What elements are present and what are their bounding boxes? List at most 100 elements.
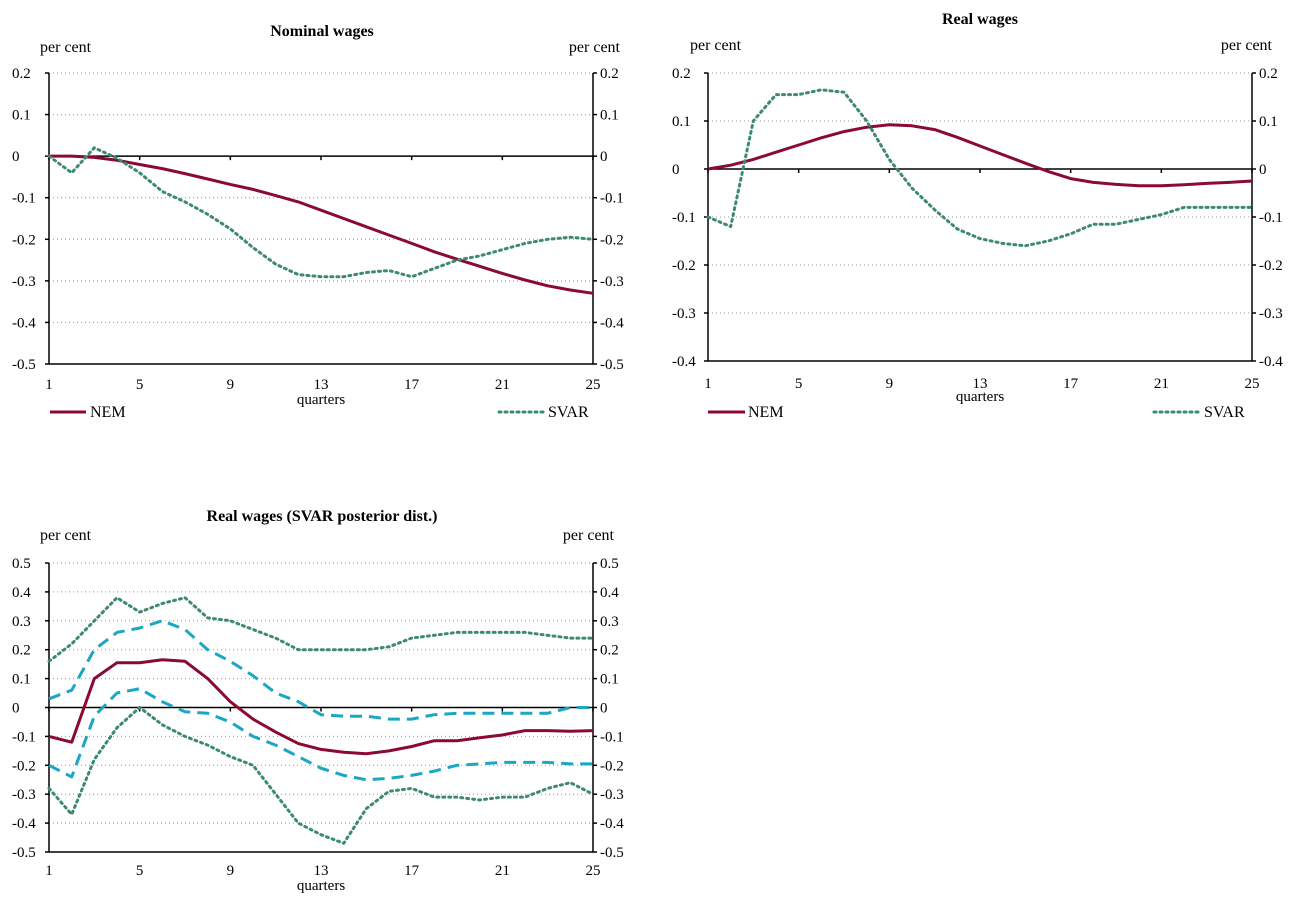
left-y-tick-label: -0.1 bbox=[12, 729, 36, 745]
right-y-tick-label: -0.2 bbox=[1259, 258, 1283, 274]
left-y-tick-label: -0.4 bbox=[672, 354, 696, 370]
x-tick-label: 9 bbox=[227, 377, 235, 393]
right-y-tick-label: -0.4 bbox=[1259, 354, 1283, 370]
chart-panel-1: Nominal wages per cent per cent 0.2 0.2 0.1 0.… bbox=[12, 23, 624, 421]
right-unit-label: per cent bbox=[569, 39, 621, 56]
x-tick-label: 5 bbox=[136, 863, 144, 879]
x-axis-label: quarters bbox=[297, 392, 345, 408]
x-axis-label: quarters bbox=[956, 389, 1004, 405]
legend-label-svar: SVAR bbox=[1204, 404, 1245, 421]
x-tick-label: 1 bbox=[45, 377, 53, 393]
left-y-tick-label: 0.2 bbox=[672, 66, 691, 82]
svar-series-line bbox=[706, 88, 1254, 248]
left-y-tick-label: 0.2 bbox=[12, 66, 31, 82]
left-y-tick-label: 0.1 bbox=[672, 114, 691, 130]
x-tick-label: 5 bbox=[136, 377, 144, 393]
x-tick-label: 21 bbox=[495, 863, 510, 879]
right-y-tick-label: 0.2 bbox=[1259, 66, 1278, 82]
right-y-tick-label: -0.4 bbox=[600, 315, 624, 331]
nem-series-line bbox=[707, 123, 1253, 188]
left-y-tick-label: -0.3 bbox=[672, 306, 696, 322]
right-y-tick-label: -0.5 bbox=[600, 845, 624, 861]
left-y-tick-label: -0.3 bbox=[12, 787, 36, 803]
left-unit-label: per cent bbox=[40, 39, 92, 56]
left-y-tick-label: -0.5 bbox=[12, 357, 36, 373]
x-tick-label: 25 bbox=[1245, 376, 1260, 392]
right-unit-label: per cent bbox=[563, 527, 615, 544]
x-tick-label: 17 bbox=[404, 863, 420, 879]
right-y-tick-label: 0.2 bbox=[600, 643, 619, 659]
chart-panel-3: Real wages (SVAR posterior dist.) per cen… bbox=[12, 508, 624, 894]
right-y-tick-label: -0.3 bbox=[1259, 306, 1283, 322]
svar-series-line bbox=[47, 146, 595, 279]
right-y-tick-label: -0.1 bbox=[600, 729, 624, 745]
right-y-tick-label: 0 bbox=[600, 149, 608, 165]
left-y-tick-label: 0.5 bbox=[12, 556, 31, 572]
left-y-tick-label: 0 bbox=[672, 162, 680, 178]
left-y-tick-label: -0.4 bbox=[12, 315, 36, 331]
right-y-tick-label: -0.5 bbox=[600, 357, 624, 373]
left-y-tick-label: -0.1 bbox=[672, 210, 696, 226]
x-tick-label: 17 bbox=[1063, 376, 1079, 392]
right-y-tick-label: -0.4 bbox=[600, 816, 624, 832]
left-unit-label: per cent bbox=[40, 527, 92, 544]
left-y-tick-label: -0.5 bbox=[12, 845, 36, 861]
left-y-tick-label: -0.4 bbox=[12, 816, 36, 832]
x-tick-label: 1 bbox=[45, 863, 53, 879]
right-y-tick-label: 0 bbox=[1259, 162, 1267, 178]
x-tick-label: 9 bbox=[886, 376, 894, 392]
x-tick-label: 13 bbox=[314, 863, 329, 879]
left-y-tick-label: 0.1 bbox=[12, 672, 31, 688]
right-y-tick-label: -0.1 bbox=[1259, 210, 1283, 226]
left-y-tick-label: -0.2 bbox=[12, 758, 36, 774]
left-y-tick-label: 0 bbox=[12, 149, 20, 165]
legend-label-nem: NEM bbox=[90, 404, 126, 421]
right-y-tick-label: -0.2 bbox=[600, 758, 624, 774]
x-tick-label: 25 bbox=[586, 377, 601, 393]
right-y-tick-label: -0.3 bbox=[600, 787, 624, 803]
right-y-tick-label: 0.4 bbox=[600, 585, 619, 601]
nem-series-line bbox=[49, 154, 594, 295]
right-y-tick-label: 0.1 bbox=[600, 672, 619, 688]
band-4-series-line bbox=[47, 706, 595, 845]
right-y-tick-label: 0.1 bbox=[600, 108, 619, 124]
left-y-tick-label: -0.3 bbox=[12, 274, 36, 290]
band-2-series-line bbox=[48, 687, 593, 782]
left-y-tick-label: 0.3 bbox=[12, 614, 31, 630]
x-tick-label: 1 bbox=[704, 376, 712, 392]
right-y-tick-label: 0 bbox=[600, 701, 608, 717]
right-unit-label: per cent bbox=[1221, 37, 1273, 54]
legend-label-svar: SVAR bbox=[548, 404, 589, 421]
x-tick-label: 25 bbox=[586, 863, 601, 879]
right-y-tick-label: 0.5 bbox=[600, 556, 619, 572]
left-y-tick-label: 0.2 bbox=[12, 643, 31, 659]
left-y-tick-label: -0.1 bbox=[12, 191, 36, 207]
right-y-tick-label: 0.3 bbox=[600, 614, 619, 630]
band-0-series-line bbox=[48, 658, 594, 756]
left-unit-label: per cent bbox=[690, 37, 742, 54]
chart-panel-2: Real wages per cent per cent 0.2 0.2 0.1 0.1 0 0… bbox=[672, 11, 1283, 421]
x-tick-label: 5 bbox=[795, 376, 803, 392]
x-axis-label: quarters bbox=[297, 878, 345, 894]
x-tick-label: 21 bbox=[1154, 376, 1169, 392]
chart-title: Real wages bbox=[942, 11, 1018, 28]
x-tick-label: 13 bbox=[973, 376, 988, 392]
right-y-tick-label: -0.2 bbox=[600, 232, 624, 248]
left-y-tick-label: -0.2 bbox=[12, 232, 36, 248]
chart-title: Nominal wages bbox=[270, 23, 374, 40]
x-tick-label: 17 bbox=[404, 377, 420, 393]
chart-title: Real wages (SVAR posterior dist.) bbox=[207, 508, 438, 525]
x-tick-label: 21 bbox=[495, 377, 510, 393]
left-y-tick-label: 0 bbox=[12, 701, 20, 717]
right-y-tick-label: 0.2 bbox=[600, 66, 619, 82]
left-y-tick-label: 0.4 bbox=[12, 585, 31, 601]
band-3-series-line bbox=[47, 596, 595, 663]
band-1-series-line bbox=[48, 619, 593, 721]
left-y-tick-label: 0.1 bbox=[12, 108, 31, 124]
right-y-tick-label: -0.3 bbox=[600, 274, 624, 290]
legend-label-nem: NEM bbox=[748, 404, 784, 421]
x-tick-label: 13 bbox=[314, 377, 329, 393]
left-y-tick-label: -0.2 bbox=[672, 258, 696, 274]
right-y-tick-label: 0.1 bbox=[1259, 114, 1278, 130]
